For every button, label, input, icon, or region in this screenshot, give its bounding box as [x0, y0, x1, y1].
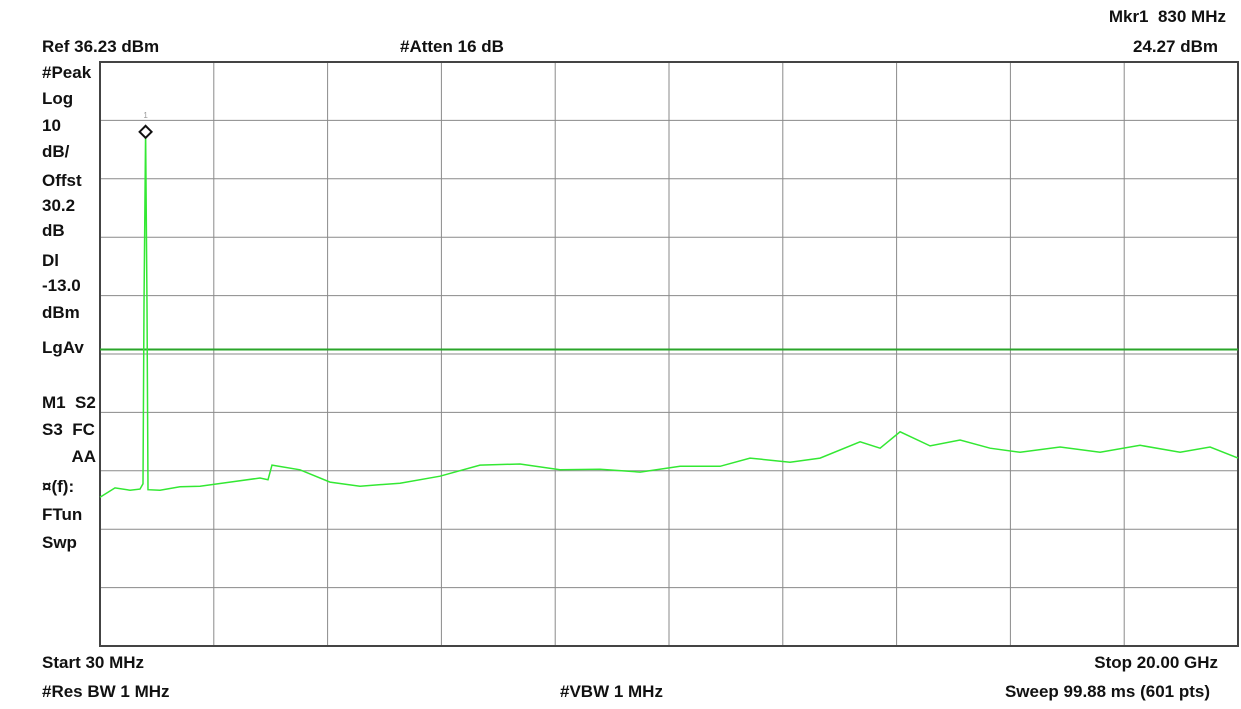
panel-label: AA [71, 447, 96, 466]
panel-label: -13.0 [42, 276, 81, 295]
panel-label: FTun [42, 505, 82, 524]
marker-readout: Mkr1 830 MHz [1109, 7, 1226, 26]
vbw: #VBW 1 MHz [560, 682, 663, 701]
marker [138, 124, 154, 140]
panel-label: dBm [42, 303, 80, 322]
panel-label: Log [42, 89, 73, 108]
plot-frame [99, 61, 1239, 647]
panel-label: dB/ [42, 142, 70, 161]
marker-level: 24.27 dBm [1133, 37, 1218, 56]
start-freq: Start 30 MHz [42, 653, 144, 672]
panel-label: M1 S2 [42, 393, 96, 412]
panel-label: LgAv [42, 338, 84, 357]
marker-label: 1 [143, 111, 148, 120]
ref-level: Ref 36.23 dBm [42, 37, 159, 56]
trace [99, 131, 1239, 498]
panel-label: ¤(f): [42, 477, 74, 496]
panel-label: 30.2 [42, 196, 75, 215]
sweep: Sweep 99.88 ms (601 pts) [1005, 682, 1210, 701]
res-bw: #Res BW 1 MHz [42, 682, 170, 701]
panel-label: dB [42, 221, 65, 240]
panel-label: Offst [42, 171, 82, 190]
panel-label: #Peak [42, 63, 92, 82]
panel-label: Dl [42, 251, 59, 270]
stop-freq: Stop 20.00 GHz [1094, 653, 1218, 672]
panel-label: 10 [42, 116, 61, 135]
attenuation: #Atten 16 dB [400, 37, 504, 56]
panel-label: Swp [42, 533, 77, 552]
panel-label: S3 FC [42, 420, 95, 439]
